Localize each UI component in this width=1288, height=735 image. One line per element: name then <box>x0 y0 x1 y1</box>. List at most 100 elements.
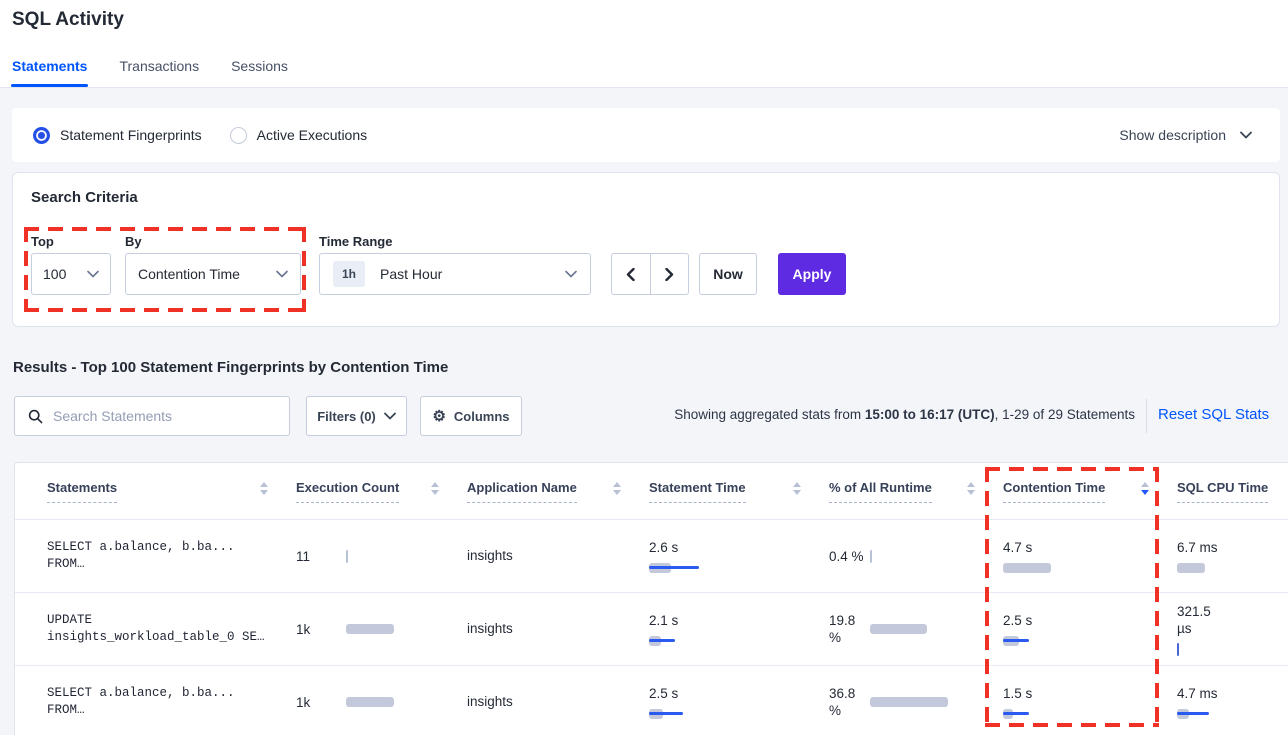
contention-time-bar <box>1003 635 1087 647</box>
sort-icon[interactable] <box>967 481 975 495</box>
column-header-of-all-runtime[interactable]: % of All Runtime <box>829 480 1003 503</box>
search-statements-input[interactable] <box>53 408 279 424</box>
stats-time-range: 15:00 to 16:17 (UTC) <box>864 407 995 422</box>
statement-time-value: 2.5 s <box>649 685 679 701</box>
table-row[interactable]: UPDATE insights_workload_table_0 SE… 1k … <box>15 592 1288 665</box>
pct-runtime-value: 0.4 % <box>829 548 864 564</box>
statement-cell[interactable]: SELECT a.balance, b.ba... FROM… <box>47 539 296 573</box>
tab-statements[interactable]: Statements <box>10 58 89 87</box>
sort-icon[interactable] <box>431 481 439 495</box>
statement-text-line2: insights_workload_table_0 SE… <box>47 630 265 644</box>
filters-button-label: Filters (0) <box>317 408 376 424</box>
pct-runtime-cell: 36.8 % <box>829 685 1003 719</box>
sql-cpu-time-cell: 4.7 ms <box>1177 685 1288 720</box>
table-row[interactable]: SELECT a.balance, b.ba... FROM… 11 insig… <box>15 519 1288 592</box>
column-header-label: % of All Runtime <box>829 480 932 503</box>
time-range-value: Past Hour <box>380 266 443 282</box>
top-label: Top <box>31 234 54 249</box>
statement-text-line1: UPDATE <box>47 613 93 627</box>
by-select[interactable]: Contention Time <box>125 253 301 295</box>
execution-count-bar <box>346 696 430 708</box>
time-range-label: Time Range <box>319 234 393 249</box>
execution-count-value: 11 <box>296 548 311 564</box>
statement-cell[interactable]: UPDATE insights_workload_table_0 SE… <box>47 612 296 646</box>
statement-time-value: 2.1 s <box>649 612 679 628</box>
chevron-down-icon <box>87 270 99 278</box>
radio-label: Statement Fingerprints <box>60 127 202 143</box>
contention-time-cell: 4.7 s <box>1003 539 1177 574</box>
table-row[interactable]: SELECT a.balance, b.ba... FROM… 1k insig… <box>15 665 1288 735</box>
column-header-statement-time[interactable]: Statement Time <box>649 480 829 503</box>
pct-runtime-bar <box>870 696 954 708</box>
sql-cpu-time-value: 6.7 ms <box>1177 539 1218 555</box>
column-header-label: Statement Time <box>649 480 746 503</box>
statement-cell[interactable]: SELECT a.balance, b.ba... FROM… <box>47 685 296 719</box>
statement-time-bar <box>649 562 733 574</box>
contention-time-value: 4.7 s <box>1003 539 1033 555</box>
contention-time-cell: 1.5 s <box>1003 685 1177 720</box>
radio-selected-icon[interactable] <box>33 126 50 144</box>
statement-time-cell: 2.5 s <box>649 685 829 720</box>
statement-time-cell: 2.1 s <box>649 612 829 647</box>
execution-count-value: 1k <box>296 694 311 710</box>
column-header-label: Application Name <box>467 480 577 503</box>
stats-suffix: , 1-29 of 29 Statements <box>994 407 1135 422</box>
by-select-value: Contention Time <box>138 266 240 282</box>
show-description-toggle[interactable]: Show description <box>1119 127 1252 143</box>
time-range-select[interactable]: 1h Past Hour <box>319 253 591 295</box>
sql-cpu-time-bar <box>1177 708 1261 720</box>
filters-button[interactable]: Filters (0) <box>306 396 407 436</box>
column-header-label: Statements <box>47 480 118 503</box>
column-header-contention-time[interactable]: Contention Time <box>1003 480 1177 503</box>
column-header-execution-count[interactable]: Execution Count <box>296 480 467 503</box>
tab-transactions[interactable]: Transactions <box>119 58 200 74</box>
search-icon <box>28 409 43 423</box>
column-header-sql-cpu-time[interactable]: SQL CPU Time <box>1177 480 1288 503</box>
columns-button[interactable]: ⚙ Columns <box>420 396 522 436</box>
table-body: SELECT a.balance, b.ba... FROM… 11 insig… <box>15 519 1288 735</box>
execution-count-cell: 1k <box>296 621 467 638</box>
pct-runtime-cell: 19.8 % <box>829 612 1003 646</box>
chevron-down-icon <box>1240 131 1252 139</box>
show-description-label: Show description <box>1119 127 1226 143</box>
contention-time-value: 2.5 s <box>1003 612 1033 628</box>
previous-time-button[interactable] <box>612 254 650 294</box>
sql-cpu-time-cell: 6.7 ms <box>1177 539 1288 574</box>
chevron-left-icon <box>627 267 636 281</box>
contention-time-value: 1.5 s <box>1003 685 1033 701</box>
statements-table: Statements Execution Count Application Nam… <box>14 462 1288 735</box>
contention-time-cell: 2.5 s <box>1003 612 1177 647</box>
now-button[interactable]: Now <box>699 253 757 295</box>
radio-active-executions[interactable]: Active Executions <box>229 126 367 144</box>
reset-sql-stats-link[interactable]: Reset SQL Stats <box>1158 406 1270 423</box>
search-criteria-title: Search Criteria <box>31 189 138 206</box>
application-name-value: insights <box>467 548 513 563</box>
top-select[interactable]: 100 <box>31 253 111 295</box>
next-time-button[interactable] <box>649 254 688 294</box>
execution-count-value: 1k <box>296 621 311 637</box>
sort-icon[interactable] <box>793 481 801 495</box>
time-nav-group <box>611 253 689 295</box>
chevron-down-icon <box>383 412 396 420</box>
radio-unselected-icon[interactable] <box>229 126 247 144</box>
search-criteria-card: Search Criteria Top By Time Range 100 Co… <box>12 172 1280 327</box>
column-header-application-name[interactable]: Application Name <box>467 480 649 503</box>
pct-runtime-bar <box>870 550 954 563</box>
search-statements-box[interactable] <box>14 396 290 436</box>
execution-count-cell: 1k <box>296 694 467 711</box>
sort-icon[interactable] <box>1141 481 1149 495</box>
sort-icon[interactable] <box>613 481 621 495</box>
column-header-statements[interactable]: Statements <box>47 480 296 503</box>
radio-statement-fingerprints[interactable]: Statement Fingerprints <box>33 126 202 144</box>
application-name-cell: insights <box>467 693 649 711</box>
column-header-label: SQL CPU Time <box>1177 480 1269 503</box>
apply-button[interactable]: Apply <box>778 253 846 295</box>
page-title: SQL Activity <box>12 9 124 30</box>
tab-sessions[interactable]: Sessions <box>231 58 288 74</box>
vertical-divider <box>1146 399 1147 433</box>
sort-icon[interactable] <box>260 481 268 495</box>
statement-time-cell: 2.6 s <box>649 539 829 574</box>
chevron-down-icon <box>565 270 577 278</box>
statement-text-line2: FROM… <box>47 557 85 571</box>
by-label: By <box>125 234 142 249</box>
